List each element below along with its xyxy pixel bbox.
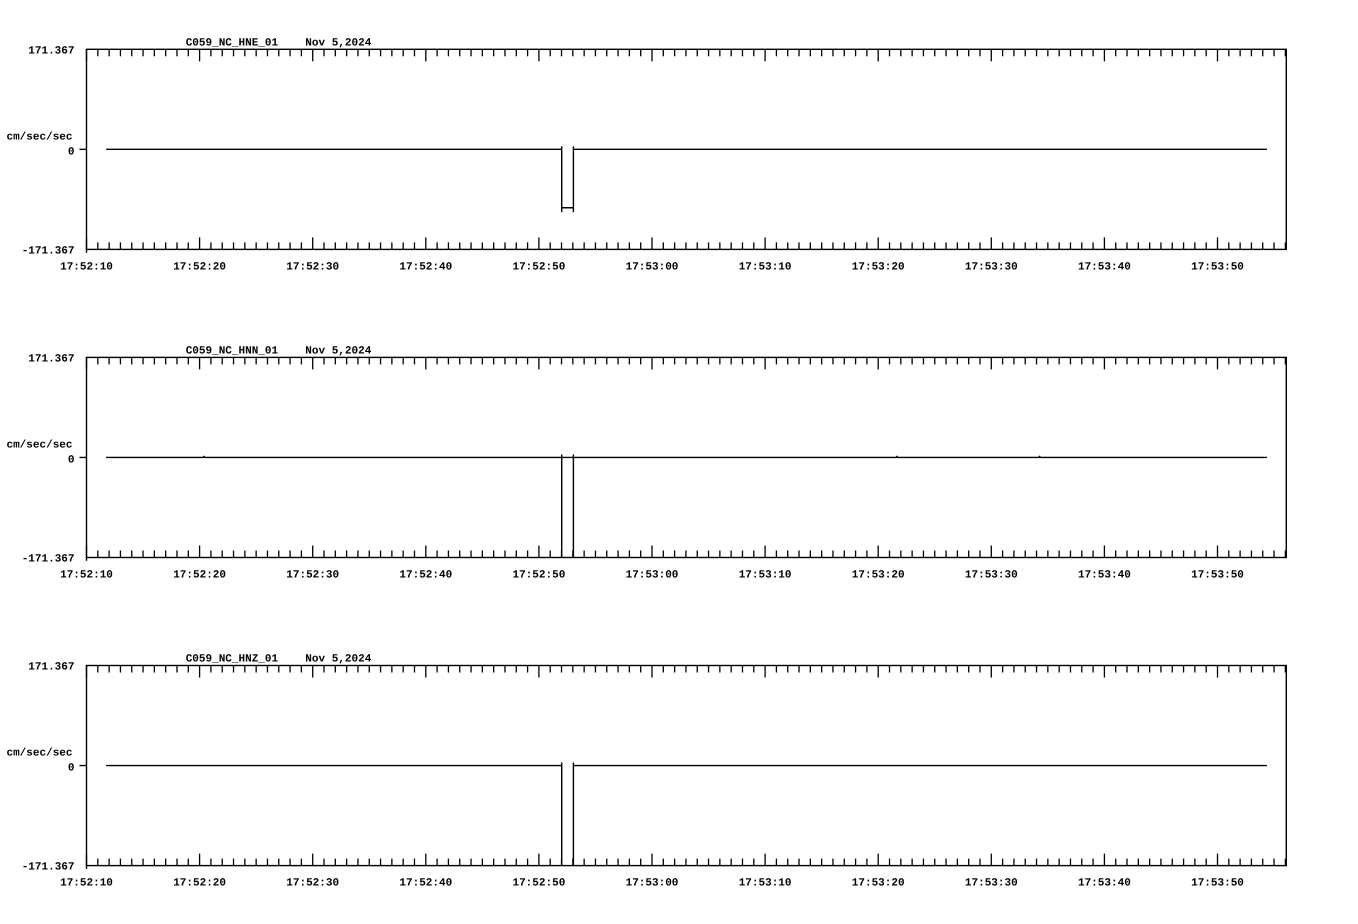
svg-text:171.367: 171.367	[28, 662, 74, 674]
svg-text:17:53:00: 17:53:00	[626, 878, 679, 890]
svg-text:17:53:50: 17:53:50	[1191, 878, 1244, 890]
svg-text:-171.367: -171.367	[22, 862, 75, 874]
svg-text:17:53:40: 17:53:40	[1078, 878, 1131, 890]
svg-text:17:53:40: 17:53:40	[1078, 261, 1131, 273]
svg-text:Nov 5,2024: Nov 5,2024	[305, 654, 371, 666]
svg-text:17:52:40: 17:52:40	[399, 878, 452, 890]
svg-text:17:52:40: 17:52:40	[399, 570, 452, 582]
svg-text:0: 0	[68, 146, 75, 158]
svg-text:cm/sec/sec: cm/sec/sec	[6, 748, 72, 760]
svg-text:C059_NC_HNE_01: C059_NC_HNE_01	[186, 37, 279, 49]
svg-text:17:53:50: 17:53:50	[1191, 570, 1244, 582]
svg-text:-171.367: -171.367	[22, 554, 75, 566]
svg-text:17:52:50: 17:52:50	[512, 261, 565, 273]
svg-text:C059_NC_HNN_01: C059_NC_HNN_01	[186, 346, 279, 358]
svg-text:17:53:40: 17:53:40	[1078, 570, 1131, 582]
svg-text:cm/sec/sec: cm/sec/sec	[6, 131, 72, 143]
svg-text:C059_NC_HNZ_01: C059_NC_HNZ_01	[186, 654, 279, 666]
svg-text:17:52:50: 17:52:50	[512, 878, 565, 890]
svg-text:17:53:10: 17:53:10	[739, 878, 792, 890]
svg-text:17:52:30: 17:52:30	[286, 878, 339, 890]
svg-text:0: 0	[68, 454, 75, 466]
svg-text:17:52:40: 17:52:40	[399, 261, 452, 273]
svg-text:17:53:30: 17:53:30	[965, 570, 1018, 582]
svg-text:17:53:20: 17:53:20	[852, 261, 905, 273]
svg-text:17:53:10: 17:53:10	[739, 261, 792, 273]
svg-text:17:52:10: 17:52:10	[60, 570, 113, 582]
svg-text:Nov 5,2024: Nov 5,2024	[305, 346, 371, 358]
svg-text:17:52:30: 17:52:30	[286, 261, 339, 273]
svg-text:17:52:10: 17:52:10	[60, 878, 113, 890]
svg-text:17:53:30: 17:53:30	[965, 261, 1018, 273]
svg-text:17:53:10: 17:53:10	[739, 570, 792, 582]
svg-text:17:53:00: 17:53:00	[626, 261, 679, 273]
svg-text:171.367: 171.367	[28, 45, 74, 57]
svg-text:17:52:20: 17:52:20	[173, 261, 226, 273]
svg-text:17:53:20: 17:53:20	[852, 570, 905, 582]
svg-text:17:53:30: 17:53:30	[965, 878, 1018, 890]
svg-text:17:53:20: 17:53:20	[852, 878, 905, 890]
svg-text:17:53:00: 17:53:00	[626, 570, 679, 582]
svg-text:cm/sec/sec: cm/sec/sec	[6, 439, 72, 451]
svg-text:17:52:20: 17:52:20	[173, 570, 226, 582]
svg-text:171.367: 171.367	[28, 353, 74, 365]
svg-text:17:52:30: 17:52:30	[286, 570, 339, 582]
svg-text:17:52:20: 17:52:20	[173, 878, 226, 890]
svg-text:17:52:50: 17:52:50	[512, 570, 565, 582]
svg-text:-171.367: -171.367	[22, 245, 75, 257]
svg-text:17:52:10: 17:52:10	[60, 261, 113, 273]
svg-text:Nov 5,2024: Nov 5,2024	[305, 37, 371, 49]
svg-text:0: 0	[68, 763, 75, 775]
svg-text:17:53:50: 17:53:50	[1191, 261, 1244, 273]
